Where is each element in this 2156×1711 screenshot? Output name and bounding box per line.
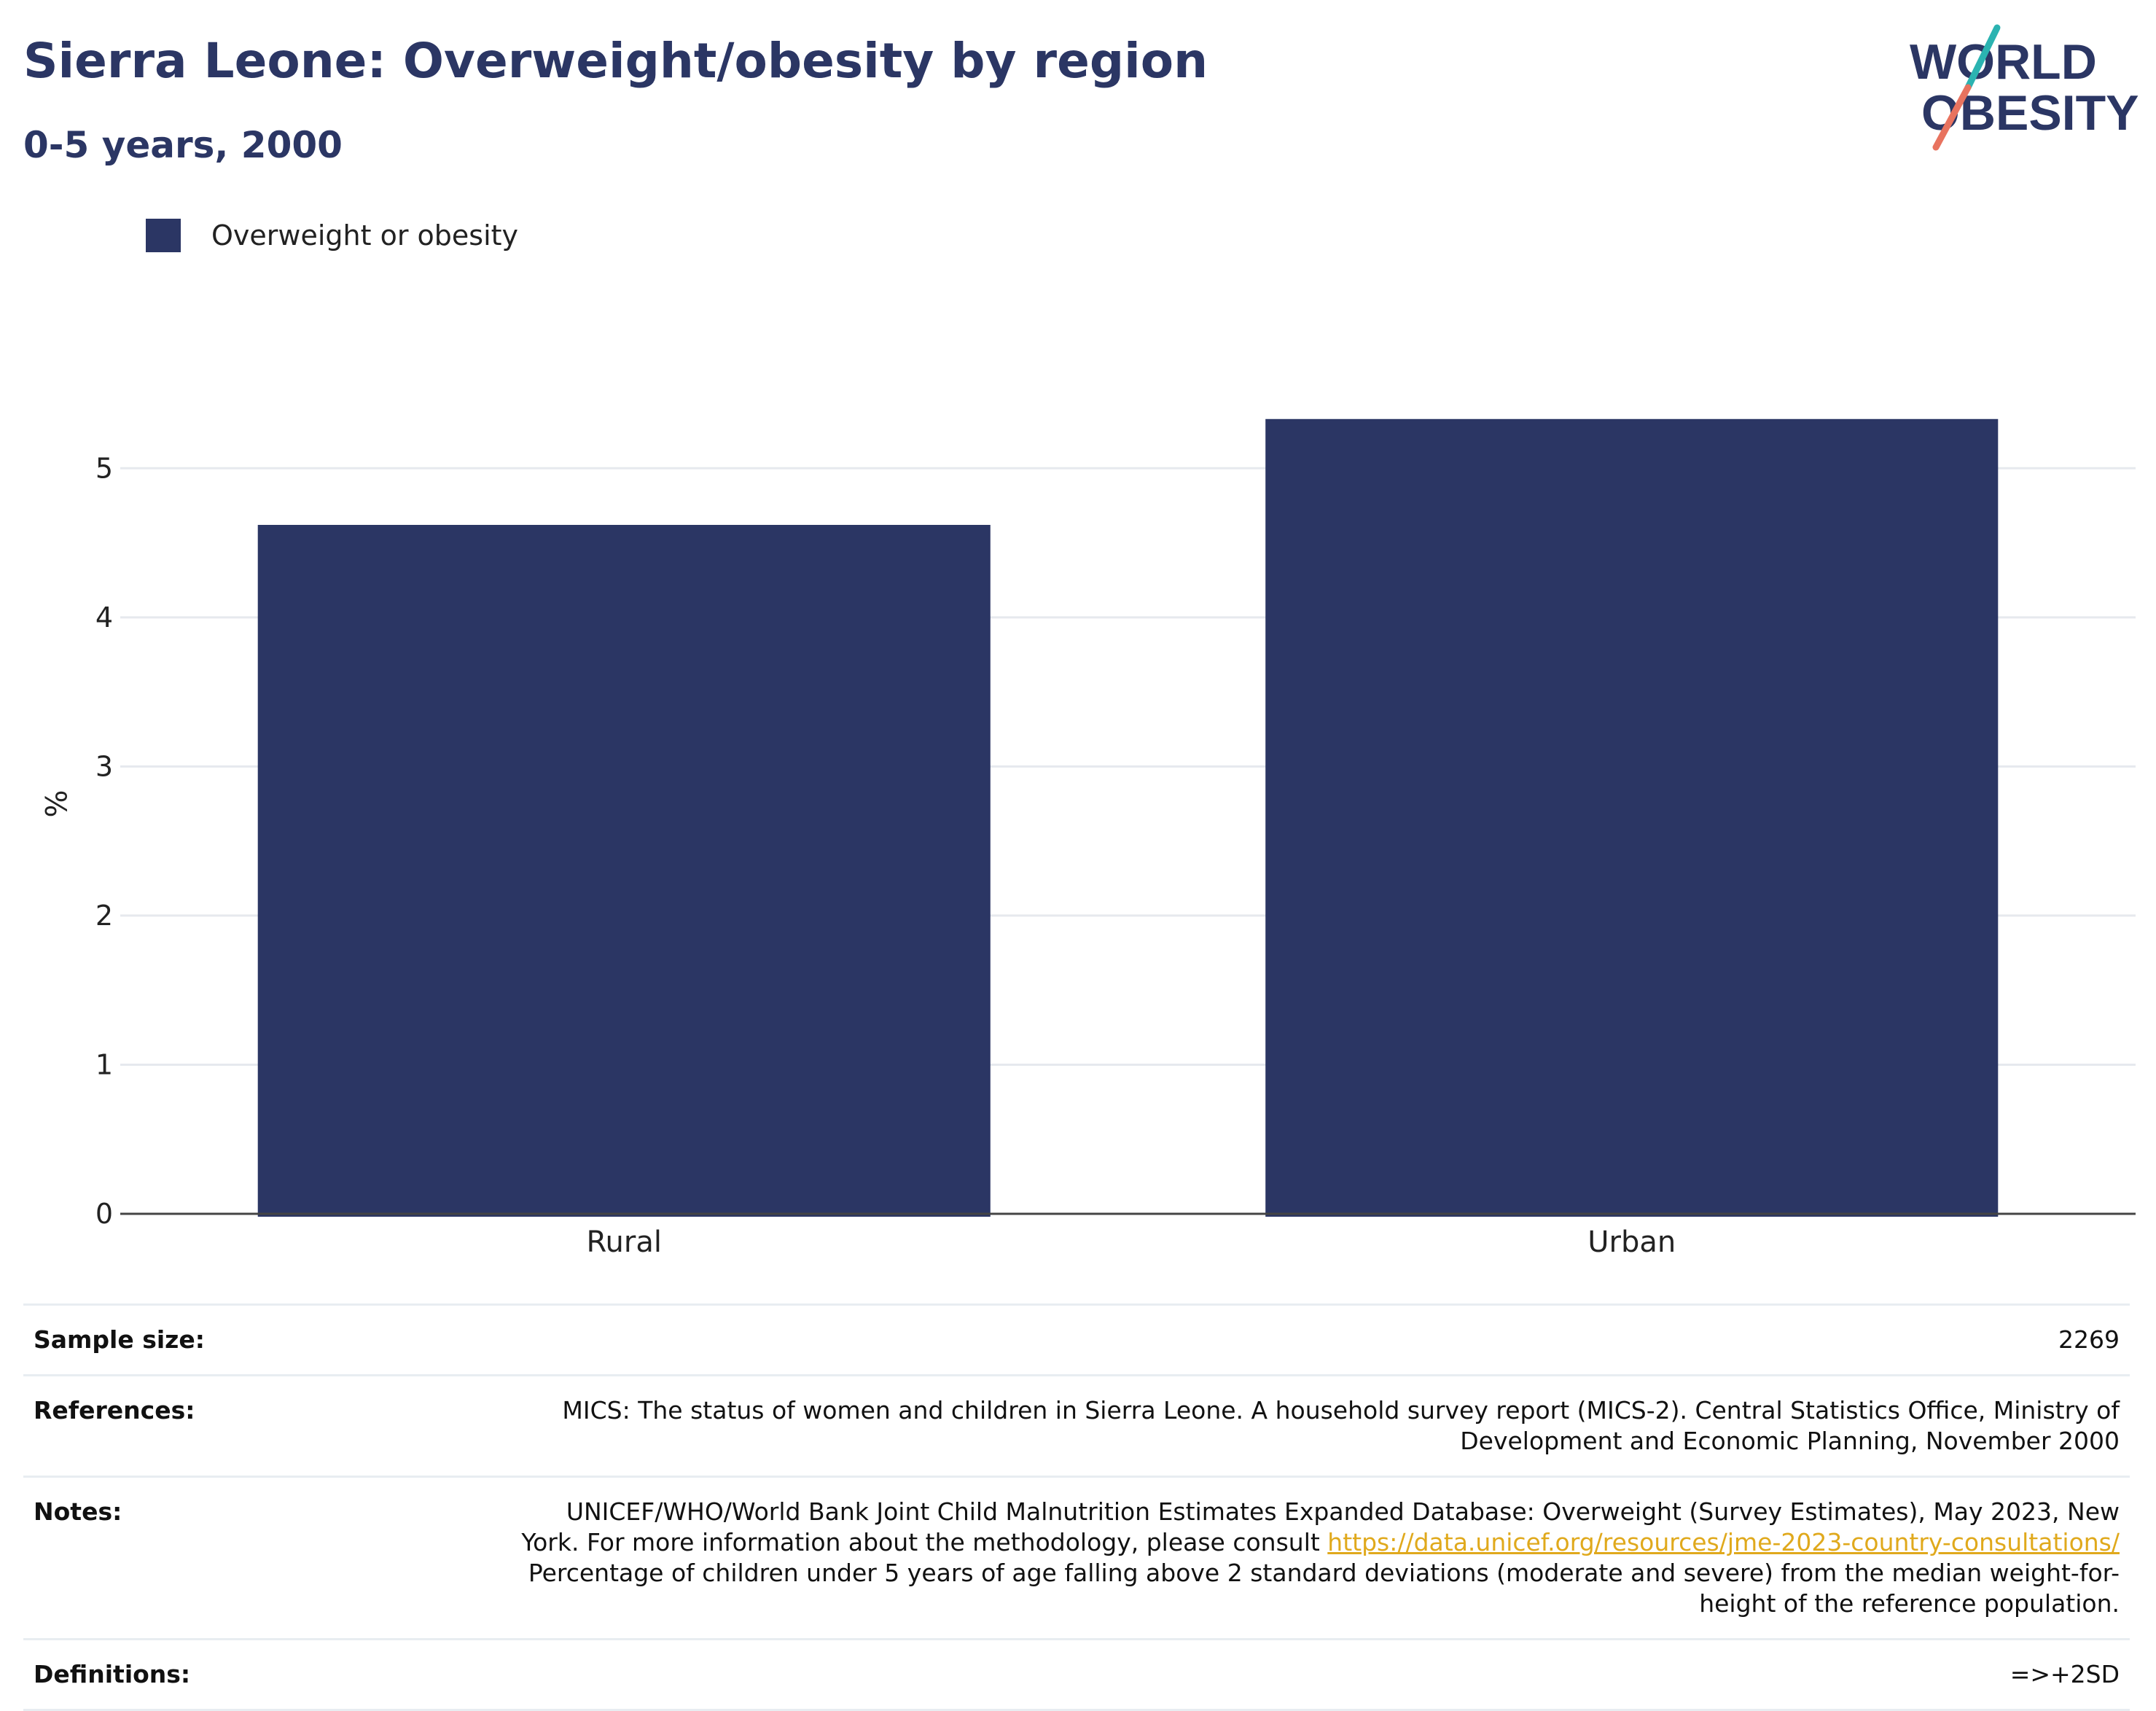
y-tick-label: 4 (95, 601, 113, 634)
notes-row: Notes: UNICEF/WHO/World Bank Joint Child… (23, 1476, 2130, 1638)
chart-title: Sierra Leone: Overweight/obesity by regi… (23, 33, 1208, 89)
y-tick-label: 1 (95, 1048, 113, 1080)
y-tick-label: 0 (95, 1198, 113, 1230)
logo-word-world: WORLD (1910, 34, 2097, 90)
bar-rural (257, 525, 991, 1217)
y-tick-label: 5 (95, 452, 113, 484)
references-line-1: MICS: The status of women and children i… (562, 1396, 2120, 1424)
notes-value: UNICEF/WHO/World Bank Joint Child Malnut… (325, 1497, 2120, 1619)
logo-accent-teal (1964, 24, 2001, 91)
definitions-row: Definitions: =>+2SD (23, 1638, 2130, 1711)
y-tick-label: 3 (95, 750, 113, 782)
methodology-link[interactable]: https://data.unicef.org/resources/jme-20… (1327, 1528, 2120, 1556)
x-tick-label: Urban (1587, 1225, 1676, 1259)
sample-size-row: Sample size: 2269 (23, 1303, 2130, 1374)
references-line-2: Development and Economic Planning, Novem… (1460, 1427, 2120, 1455)
logo-accent-coral (1932, 84, 1972, 151)
definitions-label: Definitions: (34, 1660, 191, 1688)
world-obesity-logo: WORLD OBESITY (1910, 24, 2139, 151)
bar-chart: 0 1 2 3 4 5 Rural Urban % (38, 418, 2136, 1259)
notes-line-2: York. For more information about the met… (325, 1527, 2120, 1558)
y-tick-label: 2 (95, 900, 113, 932)
notes-label: Notes: (34, 1497, 122, 1526)
chart-subtitle: 0-5 years, 2000 (23, 124, 343, 166)
legend-swatch (146, 219, 181, 252)
info-table: Sample size: 2269 References: MICS: The … (23, 1303, 2130, 1711)
sample-size-label: Sample size: (34, 1325, 205, 1354)
definitions-value: =>+2SD (2009, 1660, 2120, 1688)
notes-line-3: Percentage of children under 5 years of … (528, 1559, 2120, 1587)
references-row: References: MICS: The status of women an… (23, 1374, 2130, 1476)
y-tick-labels: 0 1 2 3 4 5 (95, 452, 113, 1230)
notes-line-1: UNICEF/WHO/World Bank Joint Child Malnut… (566, 1497, 2120, 1526)
y-axis-label: % (38, 790, 71, 817)
references-value: MICS: The status of women and children i… (325, 1395, 2120, 1457)
x-tick-label: Rural (587, 1225, 662, 1259)
legend-label: Overweight or obesity (211, 219, 519, 252)
notes-line-2-text: York. For more information about the met… (521, 1528, 1328, 1556)
notes-line-4: height of the reference population. (1699, 1589, 2120, 1618)
bar-urban (1265, 418, 1999, 1217)
sample-size-value: 2269 (2058, 1325, 2120, 1354)
legend: Overweight or obesity (146, 219, 518, 252)
x-tick-labels: Rural Urban (587, 1225, 1676, 1259)
references-label: References: (34, 1396, 195, 1424)
bars (257, 418, 1999, 1217)
